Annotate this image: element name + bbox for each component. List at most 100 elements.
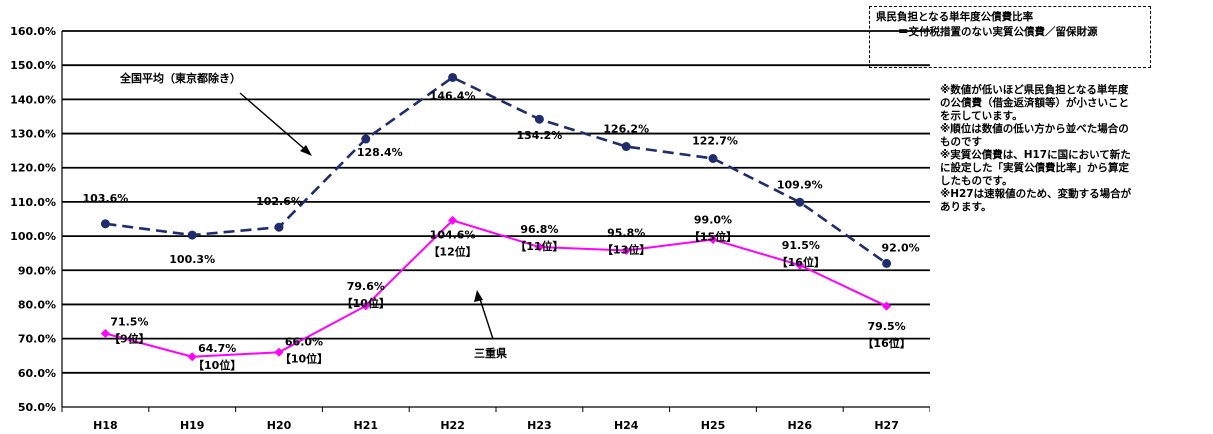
y-tick-label: 160.0% <box>10 25 56 38</box>
rank-label-mie: 【12位】 <box>428 244 476 258</box>
note-line: ※数値が低いほど県民負担となる単年度 <box>940 84 1129 96</box>
point-mie <box>708 235 718 245</box>
notes-block: ※数値が低いほど県民負担となる単年度 の公債費（借金返済額等）が小さいこと を示… <box>940 84 1206 214</box>
note-line: ※H27は速報値のため、変動する場合が <box>940 188 1132 200</box>
x-tick-label: H22 <box>440 419 465 432</box>
point-national-average <box>708 153 718 163</box>
x-axis: H18 H19 H20 H21 H22 H23 H24 H25 H26 H27 <box>61 407 930 432</box>
point-mie <box>100 329 110 339</box>
note-line: ※実質公債費は、H17に国において新た <box>940 149 1131 161</box>
data-label-mie: 79.6% <box>347 280 385 293</box>
arrow-head <box>474 290 483 302</box>
x-tick-label: H21 <box>354 419 379 432</box>
y-tick-label: 100.0% <box>10 230 56 243</box>
definition-title: 県民負担となる単年度公債費比率 <box>876 11 1034 23</box>
annotation-arrow <box>478 295 494 340</box>
definition-formula: ＝交付税措置のない実質公債費／留保財源 <box>898 26 1098 38</box>
note-line: を示しています。 <box>940 110 1023 122</box>
grid-lines <box>62 30 930 408</box>
note-line: ※順位は数値の低い方から並べた場合の <box>940 123 1129 135</box>
x-tick-label: H27 <box>874 419 899 432</box>
y-tick-label: 130.0% <box>10 128 56 141</box>
data-label-national-average: 122.7% <box>692 134 738 147</box>
series-name-mie: 三重県 <box>474 346 507 360</box>
data-label-mie: 64.7% <box>198 342 236 355</box>
data-label-mie: 96.8% <box>520 223 558 236</box>
data-label-mie: 104.6% <box>430 228 476 241</box>
y-tick-label: 120.0% <box>10 162 56 175</box>
series-points <box>100 72 892 362</box>
series-line-mie <box>105 219 888 358</box>
note-line: したものです。 <box>940 175 1013 187</box>
point-national-average <box>534 114 544 124</box>
note-line: あります。 <box>940 201 992 213</box>
point-national-average <box>882 258 892 268</box>
x-tick-label: H18 <box>93 419 118 432</box>
note-line: の公債費（借金返済額等）が小さいこと <box>940 97 1129 109</box>
data-label-national-average: 102.6% <box>256 195 302 208</box>
data-labels: 103.6% 100.3% 102.6% 128.4% 146.4% 134.2% 126.… <box>82 89 919 371</box>
x-tick-label: H25 <box>701 419 726 432</box>
point-mie <box>361 301 371 311</box>
note-line: に設定した「実質公債費比率」から算定 <box>940 162 1129 174</box>
data-label-national-average: 103.6% <box>82 192 128 205</box>
arrow-head <box>300 145 312 156</box>
point-mie <box>274 347 284 357</box>
definition-box: 県民負担となる単年度公債費比率 ＝交付税措置のない実質公債費／留保財源 <box>869 6 1151 68</box>
point-mie <box>187 352 197 362</box>
point-national-average <box>274 222 284 232</box>
data-label-national-average: 128.4% <box>357 146 403 159</box>
y-tick-label: 70.0% <box>18 333 56 346</box>
rank-label-mie: 【16位】 <box>777 255 825 269</box>
point-mie <box>795 260 805 270</box>
rank-label-mie: 【15位】 <box>689 230 737 244</box>
data-label-mie: 79.5% <box>868 320 906 333</box>
y-tick-label: 140.0% <box>10 93 56 106</box>
y-tick-label: 90.0% <box>18 264 56 277</box>
rank-label-mie: 【16位】 <box>862 336 910 350</box>
series-line-national-average <box>105 75 888 265</box>
data-label-national-average: 109.9% <box>777 178 823 191</box>
y-tick-label: 150.0% <box>10 59 56 72</box>
x-tick-label: H23 <box>527 419 552 432</box>
rank-label-mie: 【10位】 <box>193 358 241 372</box>
data-label-mie: 91.5% <box>782 239 820 252</box>
series-name-national-average: 全国平均（東京都除き） <box>119 71 241 85</box>
y-tick-label: 60.0% <box>18 367 56 380</box>
point-national-average <box>448 72 458 82</box>
point-mie <box>534 242 544 252</box>
point-mie <box>448 215 458 225</box>
data-label-national-average: 134.2% <box>516 129 562 142</box>
x-tick-label: H24 <box>614 419 639 432</box>
point-mie <box>621 245 631 255</box>
line-chart: 50.0% 60.0% 70.0% 80.0% 90.0% 100.0% 110.0% 120… <box>10 25 930 432</box>
annotations: 全国平均（東京都除き） 三重県 <box>119 71 507 360</box>
point-national-average <box>795 197 805 207</box>
y-tick-label: 50.0% <box>18 401 56 414</box>
y-tick-label: 80.0% <box>18 298 56 311</box>
data-label-mie: 95.8% <box>607 226 645 239</box>
rank-label-mie: 【10位】 <box>342 296 390 310</box>
x-tick-label: H20 <box>267 419 292 432</box>
rank-label-mie: 【13位】 <box>602 242 650 256</box>
rank-label-mie: 【11位】 <box>515 239 563 253</box>
data-label-national-average: 100.3% <box>169 253 215 266</box>
note-line: ものです <box>940 136 982 148</box>
y-axis: 50.0% 60.0% 70.0% 80.0% 90.0% 100.0% 110.0% 120… <box>10 25 63 414</box>
data-label-national-average: 92.0% <box>882 241 920 254</box>
data-label-mie: 99.0% <box>694 214 732 227</box>
annotation-arrow <box>239 92 309 153</box>
point-mie <box>882 301 892 311</box>
rank-label-mie: 【9位】 <box>109 332 150 346</box>
x-tick-label: H26 <box>788 419 813 432</box>
data-label-mie: 66.0% <box>285 335 323 348</box>
point-national-average <box>100 219 110 229</box>
series-lines <box>105 75 888 358</box>
y-tick-label: 110.0% <box>10 196 56 209</box>
data-label-national-average: 146.4% <box>430 89 476 102</box>
x-tick-label: H19 <box>180 419 205 432</box>
rank-label-mie: 【10位】 <box>280 351 328 365</box>
point-national-average <box>621 142 631 152</box>
point-national-average <box>361 134 371 144</box>
data-label-national-average: 126.2% <box>603 123 649 136</box>
